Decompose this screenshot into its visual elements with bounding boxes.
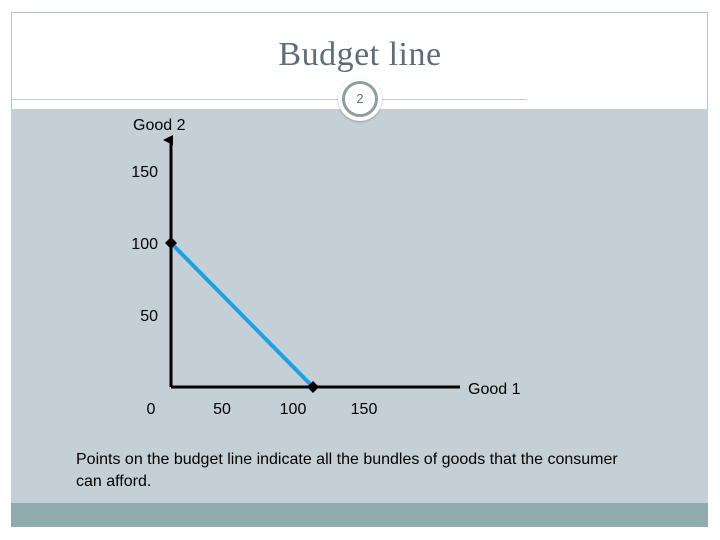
x-tick-label: 50: [213, 401, 231, 418]
content-area: [11, 109, 708, 503]
slide-number: 2: [342, 81, 378, 117]
x-tick-label: 150: [351, 401, 378, 418]
budget-line-point-1: [307, 381, 319, 393]
budget-line-point-0: [165, 237, 177, 249]
slide-title: Budget line: [278, 36, 442, 73]
caption-text: Points on the budget line indicate all t…: [76, 451, 618, 490]
y-tick-label: 150: [131, 164, 158, 181]
y-tick-label: 100: [131, 236, 158, 253]
x-axis-label: Good 1: [468, 381, 521, 398]
y-axis-label: Good 2: [133, 117, 186, 134]
budget-line: [169, 241, 315, 389]
title-divider: [11, 99, 527, 100]
x-tick-label: 0: [147, 401, 156, 418]
y-tick-label: 50: [140, 308, 158, 325]
slide-number-badge: 2: [338, 77, 382, 121]
footer-band: [11, 503, 708, 527]
x-tick-label: 100: [280, 401, 307, 418]
